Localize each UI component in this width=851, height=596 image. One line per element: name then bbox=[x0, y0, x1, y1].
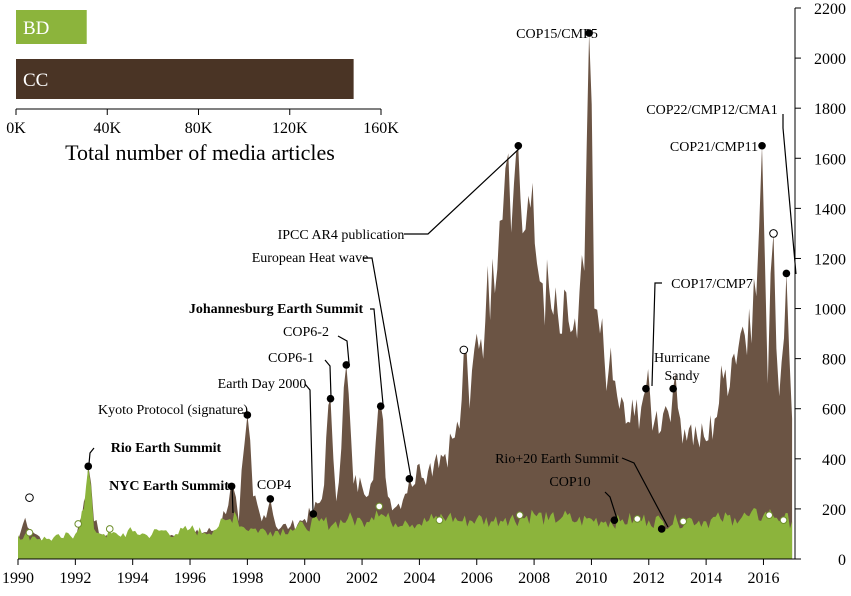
annotation-label: COP4 bbox=[257, 478, 291, 493]
bd-event-marker bbox=[25, 528, 34, 537]
event-marker bbox=[266, 495, 275, 503]
event-marker bbox=[585, 29, 593, 37]
y-tick-label: 800 bbox=[822, 352, 846, 369]
annotation-label: Kyoto Protocol (signature) bbox=[98, 403, 248, 418]
event-marker bbox=[642, 384, 650, 393]
inset-x-axis-label: Total number of media articles bbox=[65, 140, 335, 165]
y-tick-label: 1600 bbox=[814, 151, 846, 168]
open-event-marker bbox=[459, 345, 469, 355]
time-series-area-chart: 1990 1992 1994 1996 1998 2000 2002 2004 2006 2008… bbox=[2, 1, 846, 587]
event-marker bbox=[84, 462, 93, 471]
bar-cc bbox=[16, 59, 354, 99]
inset-x-tick-label: 40K bbox=[93, 120, 121, 137]
event-marker bbox=[405, 475, 414, 483]
annotation-label: COP10 bbox=[549, 475, 590, 490]
annotation-leader bbox=[604, 491, 618, 520]
inset-x-tick-label: 160K bbox=[363, 120, 399, 137]
event-marker bbox=[758, 141, 766, 150]
event-marker bbox=[227, 482, 236, 491]
x-tick-label: 1998 bbox=[231, 570, 263, 587]
bd-event-marker bbox=[105, 525, 114, 533]
bar-label-bd: BD bbox=[23, 18, 49, 39]
annotation-leader bbox=[88, 447, 95, 465]
annotation-label: Hurricane Sandy bbox=[654, 351, 710, 384]
annotation-leader bbox=[363, 257, 412, 479]
annotation-label: Johannesburg Earth Summit bbox=[189, 302, 364, 317]
bd-event-marker bbox=[779, 516, 788, 524]
inset-x-tick-label: 120K bbox=[272, 120, 308, 137]
annotation-label: COP21/CMP11 bbox=[670, 140, 758, 155]
event-marker bbox=[782, 269, 791, 278]
event-marker bbox=[243, 411, 252, 419]
area-series-bd bbox=[18, 467, 793, 559]
y-tick-label: 1800 bbox=[814, 101, 846, 118]
x-tick-label: 2006 bbox=[461, 570, 493, 587]
x-tick-label: 1992 bbox=[59, 570, 91, 587]
x-tick-label: 2000 bbox=[289, 570, 321, 587]
bd-event-marker bbox=[435, 516, 444, 524]
y-tick-label: 1200 bbox=[814, 251, 846, 268]
event-marker bbox=[669, 384, 677, 393]
event-marker bbox=[657, 525, 666, 533]
x-tick-label: 2008 bbox=[518, 570, 550, 587]
y-tick-label: 2200 bbox=[814, 1, 846, 18]
bd-event-marker bbox=[375, 502, 384, 511]
inset-x-tick-label: 0K bbox=[6, 120, 26, 137]
annotation-label: COP6-2 bbox=[283, 325, 329, 340]
area-series-cc bbox=[18, 33, 793, 559]
annotation-label: Rio+20 Earth Summit bbox=[495, 452, 619, 467]
bar-bd bbox=[16, 10, 87, 44]
event-marker bbox=[610, 516, 619, 524]
annotation-label: COP15/CMP5 bbox=[516, 27, 598, 42]
open-event-marker bbox=[769, 229, 778, 238]
annotation-label: COP17/CMP7 bbox=[671, 277, 753, 292]
bd-event-marker bbox=[765, 511, 773, 519]
annotation-leader bbox=[370, 308, 384, 405]
annotation-leader bbox=[782, 114, 797, 275]
bar-label-cc: CC bbox=[23, 70, 48, 91]
bd-event-marker bbox=[679, 517, 687, 526]
event-marker bbox=[342, 361, 351, 369]
bd-event-marker bbox=[515, 511, 524, 519]
x-tick-label: 1994 bbox=[117, 570, 149, 587]
annotation-label: COP22/CMP12/CMA1 bbox=[646, 103, 777, 118]
event-marker bbox=[309, 510, 318, 518]
annotation-leader bbox=[337, 335, 350, 364]
total-articles-bar-chart: BD CC 0K 40K 80K 120K 160K Total number of m… bbox=[6, 10, 399, 165]
annotation-leader bbox=[621, 457, 669, 528]
annotation-leader bbox=[304, 383, 314, 512]
annotation-label: IPCC AR4 publication bbox=[278, 228, 405, 243]
y-tick-label: 200 bbox=[822, 502, 846, 519]
event-marker bbox=[376, 402, 385, 411]
y-tick-label: 1400 bbox=[814, 201, 846, 218]
annotation-label: COP6-1 bbox=[268, 351, 314, 366]
y-tick-label: 400 bbox=[822, 452, 846, 469]
x-tick-label: 2016 bbox=[747, 570, 779, 587]
event-marker bbox=[326, 394, 335, 403]
x-tick-label: 2002 bbox=[346, 570, 378, 587]
bd-event-marker bbox=[633, 515, 642, 523]
x-tick-label: 2012 bbox=[633, 570, 665, 587]
y-tick-label: 2000 bbox=[814, 51, 846, 68]
x-tick-label: 2014 bbox=[690, 570, 722, 587]
annotation-leader bbox=[324, 359, 332, 398]
annotation-leader bbox=[404, 146, 522, 235]
x-tick-label: 2010 bbox=[575, 570, 607, 587]
open-event-marker bbox=[25, 493, 34, 502]
annotation-label: Rio Earth Summit bbox=[111, 441, 222, 456]
x-tick-label: 1996 bbox=[174, 570, 206, 587]
inset-x-tick-label: 80K bbox=[185, 120, 213, 137]
annotation-label: Earth Day 2000 bbox=[218, 377, 307, 392]
annotation-label: European Heat wave bbox=[252, 251, 369, 266]
annotation-label: NYC Earth Summit bbox=[109, 479, 229, 494]
event-marker bbox=[514, 141, 523, 150]
bd-event-marker bbox=[74, 520, 83, 528]
annotation-leader bbox=[651, 282, 662, 387]
y-tick-label: 600 bbox=[822, 402, 846, 419]
x-tick-label: 2004 bbox=[403, 570, 435, 587]
y-tick-label: 1000 bbox=[814, 302, 846, 319]
y-tick-label: 0 bbox=[838, 552, 846, 569]
x-tick-label: 1990 bbox=[2, 570, 34, 587]
